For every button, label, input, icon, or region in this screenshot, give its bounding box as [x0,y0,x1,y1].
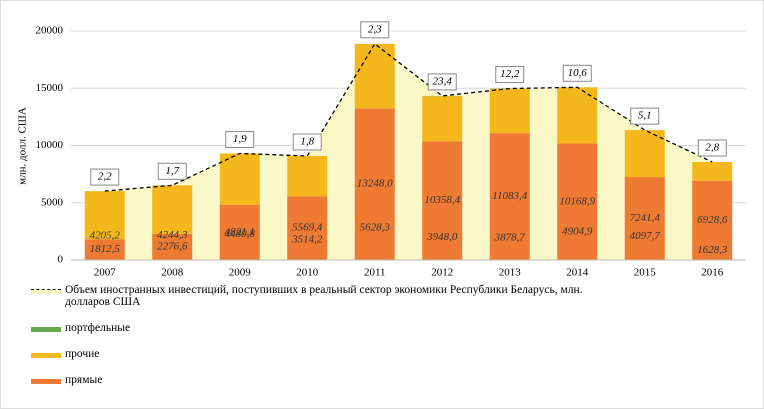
legend-item: прочие [31,348,591,360]
x-tick-label: 2008 [161,267,184,279]
legend-label: портфельные [65,322,131,334]
data-label: 2,3 [368,23,382,35]
x-tick-label: 2010 [296,267,319,279]
data-label: 7241,4 [630,212,661,224]
legend-label: прямые [65,374,103,386]
bar [219,153,260,205]
data-label: 4244,3 [157,229,188,241]
label-box [360,21,390,39]
bar [354,108,395,261]
data-label: 10,6 [568,67,588,79]
legend-swatch [31,327,61,332]
bar [152,185,193,234]
legend: Объем иностранных инвестиций, поступивши… [31,284,591,400]
bar [422,141,463,260]
data-label: 4480,8 [225,228,256,240]
data-label: 4205,2 [90,229,121,241]
legend-label: прочие [65,348,100,360]
bar [557,143,598,260]
y-tick-label: 15000 [36,82,64,94]
data-label: 3514,2 [291,233,323,245]
x-tick-label: 2011 [364,267,386,279]
bar [692,180,733,260]
data-label: 5628,3 [360,221,391,233]
label-box [495,66,525,84]
bar [287,155,328,197]
data-label: 2276,6 [157,240,188,252]
data-label: 5569,4 [292,222,323,234]
data-label: 6928,6 [697,214,728,226]
label-box [697,139,727,157]
data-label: 1,9 [233,133,247,145]
data-label: 10168,9 [559,195,595,207]
data-label: 13248,0 [357,178,393,190]
x-tick-label: 2015 [634,267,657,279]
bar [354,43,395,109]
data-label: 5,1 [638,110,652,122]
label-box [225,130,255,148]
bar [489,88,530,134]
label-box [157,162,187,180]
data-label: 2,8 [705,142,719,154]
label-box [90,168,120,186]
bar [84,191,125,240]
bar [624,130,665,178]
data-label: 1628,3 [697,244,728,256]
data-label: 1,7 [165,165,179,177]
y-tick-label: 5000 [41,196,64,208]
data-label: 11083,4 [492,190,527,202]
label-box [427,73,457,91]
data-label: 3948,0 [426,231,458,243]
bar [624,177,665,260]
data-label: 12,2 [500,68,520,80]
data-label: 4821,1 [225,226,255,238]
x-tick-label: 2007 [94,267,117,279]
legend-label: Объем иностранных инвестиций, поступивши… [65,284,583,308]
data-label: 23,4 [433,75,453,87]
bar [422,96,463,142]
bar [489,133,530,260]
x-tick-label: 2009 [229,267,252,279]
y-tick-label: 10000 [36,139,64,151]
x-tick-label: 2016 [701,267,724,279]
x-tick-label: 2012 [431,267,453,279]
y-tick-label: 20000 [36,25,64,37]
bar [692,162,733,181]
label-box [630,107,660,125]
x-tick-label: 2013 [499,267,522,279]
data-label: 4097,7 [630,230,661,242]
legend-item: Объем иностранных инвестиций, поступивши… [31,284,591,308]
data-label: 1,8 [300,136,314,148]
bar [219,204,260,260]
x-tick-label: 2014 [566,267,589,279]
area [104,43,713,260]
legend-item: прямые [31,374,591,386]
bar [287,196,328,260]
legend-swatch [31,379,61,384]
bar [557,87,598,144]
y-tick-label: 0 [58,254,64,266]
data-label: 4904,9 [562,225,593,237]
bar [152,233,193,260]
data-label: 2,2 [98,171,112,183]
data-label: 3878,7 [494,231,526,243]
legend-item: портфельные [31,322,591,334]
legend-swatch [31,289,61,294]
y-axis-label: млн. долл. США [17,107,29,185]
label-box [562,64,592,82]
legend-swatch [31,353,61,358]
data-label: 10358,4 [424,194,460,206]
total-line [104,42,713,192]
chart: млн. долл. США 0 5000 10000 15000 20000 2007 2… [17,21,746,279]
label-box [292,133,322,151]
data-label: 1812,5 [90,243,121,255]
bar [84,239,125,260]
